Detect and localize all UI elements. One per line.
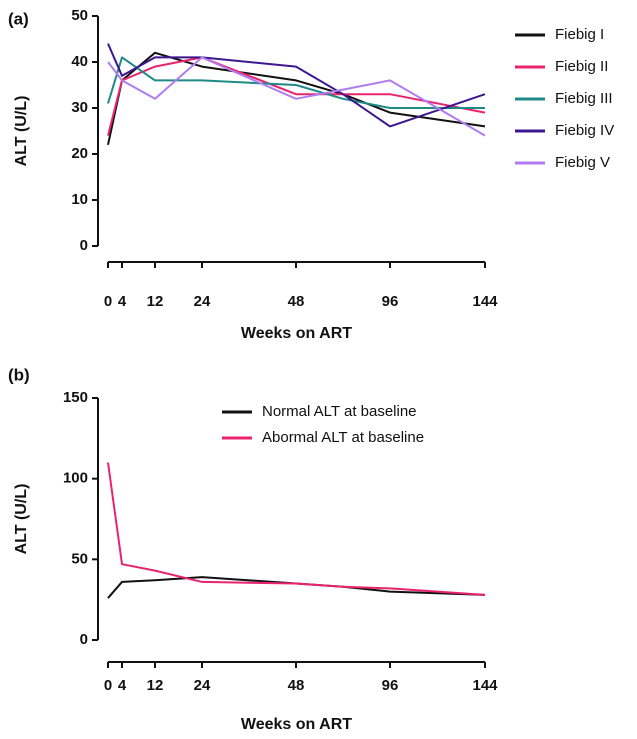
y-tick-label: 10 — [71, 191, 88, 208]
x-tick-label: 96 — [382, 677, 399, 694]
x-tick-label: 144 — [472, 677, 498, 694]
legend-label: Fiebig I — [555, 26, 604, 43]
y-tick-label: 20 — [71, 145, 88, 162]
series-line — [107, 56, 486, 137]
x-tick-label: 12 — [147, 293, 164, 310]
legend-label: Fiebig II — [555, 58, 608, 75]
legend-label: Fiebig III — [555, 90, 613, 107]
x-tick-label: 96 — [382, 293, 399, 310]
legend-label: Fiebig IV — [555, 122, 614, 139]
y-axis-label: ALT (U/L) — [13, 96, 30, 167]
series-line — [107, 462, 486, 596]
x-tick-label: 12 — [147, 677, 164, 694]
x-tick-label: 0 — [104, 293, 112, 310]
x-tick-label: 48 — [288, 293, 305, 310]
y-tick-label: 0 — [80, 631, 88, 648]
y-tick-label: 100 — [63, 470, 88, 487]
x-tick-label: 4 — [118, 293, 127, 310]
x-tick-label: 4 — [118, 677, 127, 694]
series-line — [107, 51, 486, 146]
panel-label: (b) — [8, 365, 30, 384]
y-axis-label: ALT (U/L) — [13, 484, 30, 555]
y-tick-label: 150 — [63, 389, 88, 406]
x-axis-label: Weeks on ART — [241, 325, 352, 342]
x-tick-label: 0 — [104, 677, 112, 694]
x-tick-label: 144 — [472, 293, 498, 310]
y-tick-label: 50 — [71, 550, 88, 567]
y-tick-label: 30 — [71, 99, 88, 116]
legend-label: Fiebig V — [555, 154, 610, 171]
y-tick-label: 50 — [71, 7, 88, 24]
legend-label: Normal ALT at baseline — [262, 403, 417, 420]
y-tick-label: 0 — [80, 237, 88, 254]
series-line — [107, 56, 485, 109]
x-tick-label: 24 — [194, 677, 211, 694]
x-tick-label: 24 — [194, 293, 211, 310]
x-tick-label: 48 — [288, 677, 305, 694]
panel-label: (a) — [8, 9, 29, 28]
y-tick-label: 40 — [71, 53, 88, 70]
series-line — [107, 43, 486, 128]
x-axis-label: Weeks on ART — [241, 716, 352, 733]
legend-label: Abormal ALT at baseline — [262, 429, 424, 446]
series-line — [107, 576, 486, 599]
series-line — [107, 56, 486, 136]
